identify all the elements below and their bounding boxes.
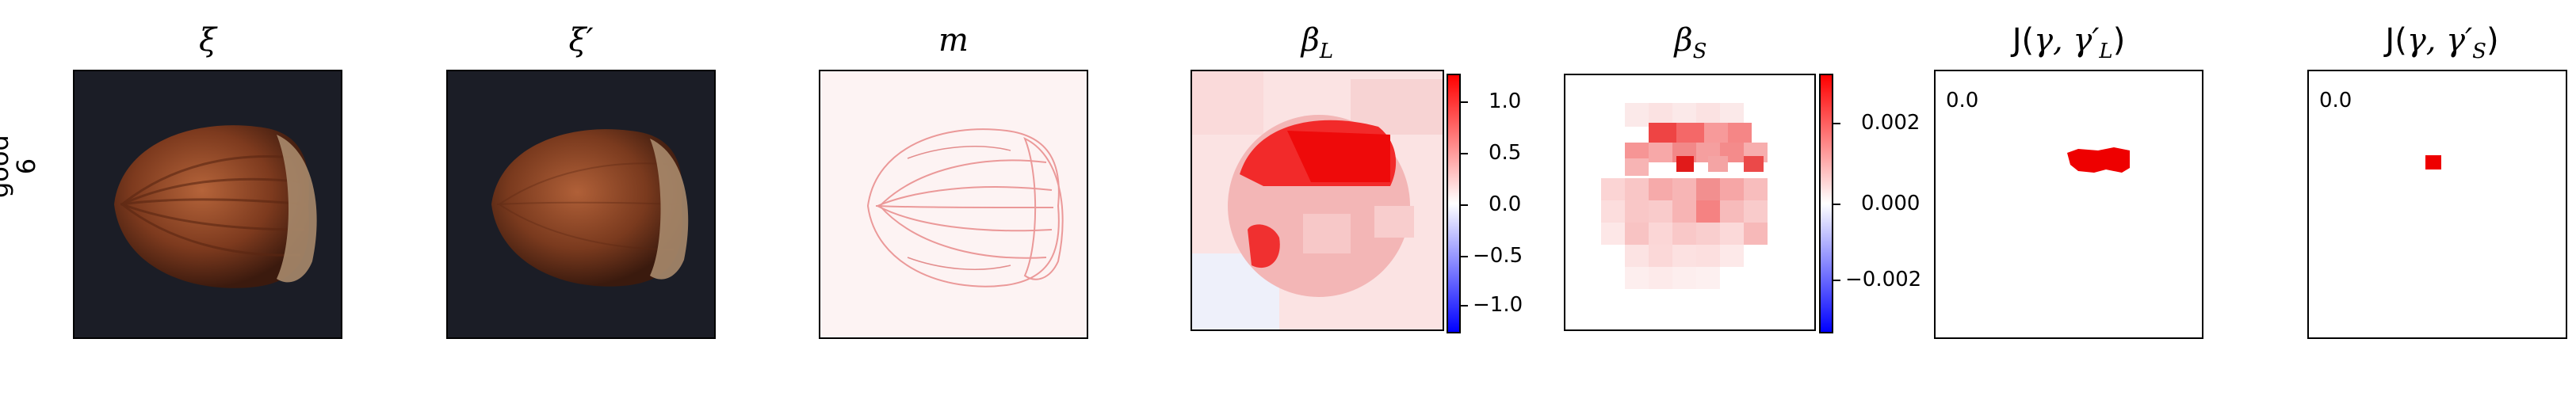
colorbar-beta-L bbox=[1447, 74, 1461, 333]
title-sub: L bbox=[2099, 40, 2113, 63]
image-J-S: 0.0 bbox=[2307, 70, 2567, 339]
title-sub: S bbox=[2472, 40, 2486, 63]
image-m bbox=[819, 70, 1088, 339]
hazelnut-image bbox=[114, 125, 317, 288]
title-suffix: ) bbox=[2112, 22, 2126, 59]
cbar-L-label-3: 0.0 bbox=[1489, 192, 1522, 216]
hazelnut-image-reconstructed bbox=[491, 129, 689, 287]
cbar-S-label-1: 0.002 bbox=[1861, 111, 1921, 135]
title-sub: L bbox=[1319, 40, 1334, 63]
corner-value: 0.0 bbox=[1946, 89, 1979, 112]
cbar-S-tick-3 bbox=[1833, 280, 1840, 281]
title-prefix: J( bbox=[2385, 22, 2407, 59]
row-label-index: 6 bbox=[11, 158, 41, 175]
colorbar-beta-S bbox=[1819, 74, 1833, 333]
panel-title-J-S: J(γ, γ′S) bbox=[2307, 22, 2576, 63]
title-prefix: J( bbox=[2012, 22, 2035, 59]
cbar-S-tick-1 bbox=[1833, 123, 1840, 124]
cbar-S-tick-2 bbox=[1833, 204, 1840, 205]
title-gamma: γ, γ′ bbox=[2406, 22, 2473, 59]
panel-title-xi-prime: ξ′ bbox=[568, 22, 594, 59]
cbar-L-tick-2 bbox=[1461, 153, 1468, 154]
title-sub: S bbox=[1692, 40, 1707, 63]
title-main: β bbox=[1301, 22, 1320, 59]
image-xi bbox=[73, 70, 342, 339]
title-gamma: γ, γ′ bbox=[2034, 22, 2100, 59]
image-xi-prime bbox=[446, 70, 716, 339]
panel-title-beta-S: βS bbox=[1564, 22, 1817, 63]
beta-S-grid-map bbox=[1601, 103, 1768, 289]
panel-title-m: m bbox=[938, 22, 969, 59]
cbar-L-tick-4 bbox=[1461, 256, 1468, 257]
row-label: good 6 bbox=[0, 135, 41, 198]
cbar-L-tick-3 bbox=[1461, 204, 1468, 206]
panel-title-beta-L: βL bbox=[1191, 22, 1444, 63]
cbar-L-label-2: 0.5 bbox=[1489, 141, 1522, 165]
J-L-region bbox=[2067, 147, 2130, 173]
panel-title-J-L: J(γ, γ′L) bbox=[1934, 22, 2203, 63]
cbar-L-tick-1 bbox=[1461, 101, 1468, 103]
cbar-L-label-4: −0.5 bbox=[1473, 244, 1523, 268]
title-suffix: ) bbox=[2486, 22, 2499, 59]
J-S-region bbox=[2425, 155, 2441, 169]
cbar-S-label-3: −0.002 bbox=[1845, 268, 1922, 291]
panel-title-xi: ξ bbox=[198, 22, 217, 59]
mask-image bbox=[866, 128, 1064, 287]
cbar-L-label-1: 1.0 bbox=[1489, 89, 1522, 113]
corner-value: 0.0 bbox=[2319, 89, 2352, 112]
cbar-L-tick-5 bbox=[1461, 305, 1468, 307]
beta-L-superpixel-map bbox=[1192, 71, 1443, 329]
image-beta-S bbox=[1564, 74, 1816, 331]
cbar-L-label-5: −1.0 bbox=[1473, 293, 1523, 317]
cbar-S-label-2: 0.000 bbox=[1861, 192, 1921, 215]
image-J-L: 0.0 bbox=[1934, 70, 2203, 339]
image-beta-L bbox=[1191, 70, 1444, 331]
title-main: β bbox=[1674, 22, 1693, 59]
